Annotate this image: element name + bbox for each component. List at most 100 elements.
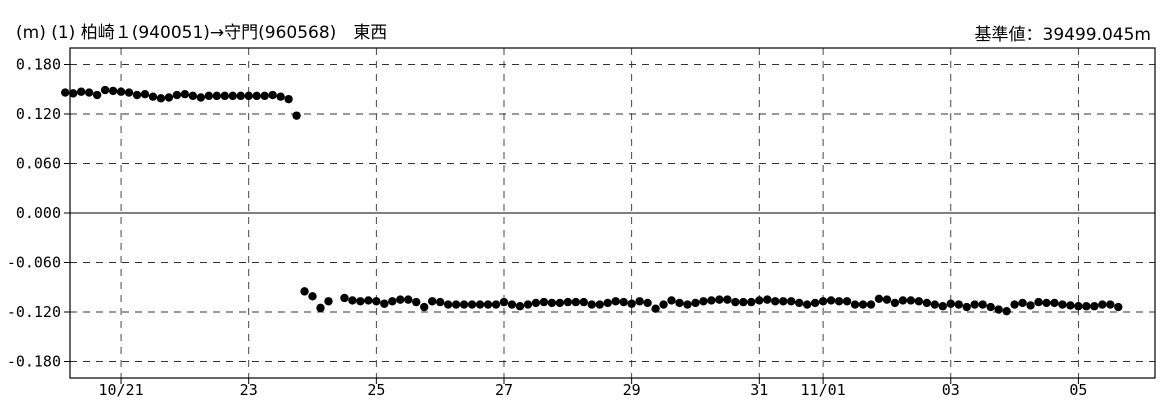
data-point [675,298,684,308]
data-point [236,91,245,101]
data-point [164,93,174,102]
data-point [523,300,533,309]
data-point [284,94,293,104]
data-point [124,88,134,97]
data-point [172,90,182,100]
data-point [507,300,517,309]
data-point [443,300,453,309]
data-point [1066,301,1075,310]
plot-frame [69,47,1156,379]
component-label: 東西 [353,23,388,43]
data-point [1002,306,1011,316]
y-tick-label: -0.120 [7,303,61,321]
data-point [802,300,812,309]
grid [70,48,1155,378]
data-point [252,91,261,101]
y-tick-label: 0.060 [16,155,61,173]
data-point [818,297,828,306]
data-point [76,87,86,96]
data-point [547,298,557,308]
data-point [922,298,932,308]
data-point [148,92,158,101]
data-point [420,302,429,312]
data-point [962,302,971,312]
data-point [475,300,485,309]
data-point [954,300,963,309]
data-point [324,297,333,306]
data-point [595,300,604,309]
data-point [427,297,437,306]
data-point [1074,302,1083,311]
data-point [188,91,198,101]
data-point [435,297,445,307]
data-point [531,298,541,308]
data-point [364,296,373,305]
data-point [826,296,836,305]
x-tick-label: 05 [1069,381,1087,399]
data-point [92,90,102,100]
data-point [388,297,397,306]
data-point [850,300,860,309]
data-point [1034,297,1043,307]
data-point [1098,300,1107,309]
data-point [1026,301,1035,310]
data-point [316,303,325,313]
data-point [635,297,644,306]
data-point [539,297,549,307]
x-tick-label: 31 [750,381,768,399]
data-point [1018,298,1027,308]
data-point [491,300,501,309]
data-point [140,90,150,99]
data-point [587,300,596,309]
data-point [794,298,804,308]
data-point [61,88,70,97]
data-point [1042,298,1051,308]
data-point [228,91,237,101]
data-point [396,295,405,304]
data-point [1114,302,1123,312]
data-point [292,111,301,120]
x-tick-label: 03 [942,381,960,399]
y-tick-label: -0.180 [7,353,61,371]
data-point [451,300,461,309]
data-point [890,298,900,308]
chart-svg: 0.180 0.120 0.060 0.000 -0.060 -0.120 -0.180 1… [7,47,1156,399]
y-tick-label: 0.120 [16,105,61,123]
y-tick-labels: 0.180 0.120 0.060 0.000 -0.060 -0.120 -0.180 [7,56,61,371]
data-point [467,300,477,309]
data-point [412,297,421,307]
data-point [308,292,317,301]
data-point [787,297,796,306]
y-tick-label: 0.000 [16,204,61,222]
data-point [739,297,748,307]
data-point [1090,302,1099,311]
x-tick-label: 29 [623,381,641,399]
data-point [946,299,955,308]
x-tick-labels: 10/21 23 25 27 29 31 11/01 03 05 [98,381,1087,399]
data-point [651,304,660,313]
data-point [643,298,652,308]
data-point [1058,300,1067,309]
data-point [731,297,740,307]
data-point [579,297,588,307]
data-point [260,91,269,101]
data-points [61,85,1123,316]
data-point [180,90,190,99]
data-point [204,91,214,101]
data-point [372,297,381,306]
data-point [196,93,206,102]
data-point [555,298,565,308]
data-point [930,300,940,309]
data-point [810,298,820,308]
data-point [747,297,756,307]
data-point [842,297,852,306]
data-point [404,295,413,304]
data-point [348,296,357,305]
data-point [874,294,884,303]
data-point [515,302,525,311]
data-point [691,298,700,308]
data-point [771,297,780,306]
data-point [563,297,573,307]
data-point [1010,300,1019,309]
data-point [459,300,469,309]
